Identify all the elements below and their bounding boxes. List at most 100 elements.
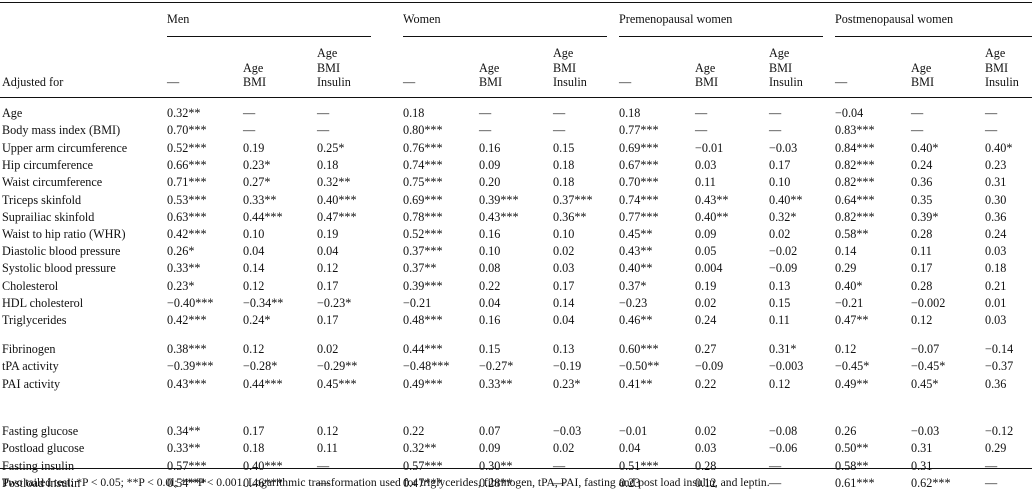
table-cell: −0.23* (317, 295, 352, 310)
table-cell: 0.23 (985, 157, 1007, 172)
table-cell: 0.32** (167, 106, 201, 120)
table-cell: 0.16 (479, 140, 501, 155)
table-cell: 0.71*** (167, 175, 207, 190)
table-cell: 0.31 (911, 441, 933, 456)
table-cell: — (553, 106, 566, 120)
table-cell: — (243, 123, 256, 138)
table-cell: 0.51*** (619, 458, 659, 473)
table-cell: 0.75*** (403, 175, 443, 190)
table-cell: 0.15 (769, 295, 791, 310)
table-cell: 0.31* (769, 342, 797, 356)
table-cell: — (985, 475, 998, 490)
table-cell: 0.61*** (835, 475, 875, 490)
table-cell: −0.01 (695, 140, 724, 155)
table-cell: 0.11 (769, 313, 790, 328)
row-label: Suprailiac skinfold (2, 209, 95, 224)
table-cell: 0.18 (243, 441, 265, 456)
table-cell: 0.03 (553, 261, 575, 276)
row-label: Waist to hip ratio (WHR) (2, 227, 126, 242)
table-cell: −0.09 (695, 359, 724, 374)
table-cell: 0.11 (695, 175, 716, 190)
table-cell: 0.46** (619, 313, 653, 328)
table-cell: 0.13 (553, 342, 575, 356)
table-cell: 0.17 (553, 278, 575, 293)
table-cell: 0.84*** (835, 140, 875, 155)
table-cell: 0.17 (243, 424, 265, 438)
table-cell: — (243, 106, 256, 120)
group-header: Men (167, 12, 190, 26)
row-label: PAI activity (2, 376, 61, 391)
table-cell: — (985, 458, 998, 473)
subcol-header-adjusted: BMI (479, 75, 503, 89)
subcol-header-adjusted: BMI (553, 60, 577, 75)
subcol-header-adjusted: Age (695, 60, 716, 75)
table-cell: 0.12 (317, 261, 339, 276)
table-cell: 0.31 (911, 458, 933, 473)
table-cell: 0.17 (769, 157, 791, 172)
table-cell: 0.43*** (167, 376, 207, 391)
subcol-header-adjusted: Age (985, 46, 1006, 60)
table-cell: 0.15 (553, 140, 575, 155)
table-cell: 0.33** (167, 441, 201, 456)
table-cell: −0.12 (985, 424, 1014, 438)
table-cell: −0.45* (835, 359, 870, 374)
table-cell: −0.21 (835, 295, 864, 310)
table-cell: 0.39* (911, 209, 939, 224)
subcol-header-unadjusted: — (403, 75, 416, 89)
table-cell: 0.39*** (403, 278, 443, 293)
table-cell: 0.32** (317, 175, 351, 190)
table-cell: 0.37** (403, 261, 437, 276)
table-cell: 0.82*** (835, 209, 875, 224)
table-cell: 0.10 (479, 244, 501, 258)
table-cell: −0.23 (619, 295, 648, 310)
group-header-rule (167, 36, 371, 37)
table-cell: 0.45*** (317, 376, 357, 391)
table-cell: 0.23 (619, 475, 641, 490)
table-cell: 0.28 (695, 458, 717, 473)
table-cell: 0.20 (479, 175, 501, 190)
table-cell: 0.02 (553, 441, 575, 456)
table-cell: 0.29 (835, 261, 857, 276)
table-cell: −0.08 (769, 424, 798, 438)
table-cell: −0.14 (985, 342, 1014, 356)
table-cell: 0.37*** (553, 192, 593, 207)
table-cell: 0.45* (911, 376, 939, 391)
table-cell: 0.77*** (619, 123, 659, 138)
subcol-header-adjusted: Age (911, 60, 932, 75)
row-label: Triglycerides (2, 313, 67, 328)
table-cell: 0.57*** (403, 458, 443, 473)
table-cell: 0.04 (553, 313, 575, 328)
top-rule (0, 2, 1032, 3)
table-cell: −0.02 (769, 244, 798, 258)
table-cell: 0.36 (985, 209, 1007, 224)
subcol-header-adjusted: Age (769, 46, 790, 60)
table-cell: 0.78*** (403, 209, 443, 224)
table-cell: 0.42*** (167, 227, 207, 242)
group-header-rule (403, 36, 607, 37)
table-cell: 0.02 (317, 342, 339, 356)
table-cell: −0.37 (985, 359, 1014, 374)
table-cell: 0.83*** (835, 123, 875, 138)
table-cell: 0.66*** (167, 157, 207, 172)
table-cell: 0.53*** (167, 192, 207, 207)
table-cell: 0.10 (553, 227, 575, 242)
row-label: Hip circumference (2, 157, 94, 172)
table-cell: 0.05 (695, 244, 717, 258)
table-cell: 0.44*** (243, 376, 283, 391)
row-label: Body mass index (BMI) (2, 123, 121, 138)
table-cell: 0.44*** (403, 342, 443, 356)
subcol-header-adjusted: BMI (243, 75, 267, 89)
header-bottom-rule (0, 97, 1032, 98)
table-cell: 0.23* (553, 376, 581, 391)
table-cell: 0.40* (985, 140, 1013, 155)
table-cell: 0.74*** (619, 192, 659, 207)
table-cell: 0.02 (553, 244, 575, 258)
table-cell: 0.004 (695, 261, 723, 276)
row-label: Waist circumference (2, 175, 103, 190)
table-cell: 0.09 (695, 227, 717, 242)
group-header: Women (403, 12, 441, 26)
row-label: Fasting insulin (2, 458, 75, 473)
row-label: Postload insulin (2, 475, 81, 490)
table-cell: −0.07 (911, 342, 940, 356)
subcol-header-adjusted: Insulin (769, 75, 803, 89)
